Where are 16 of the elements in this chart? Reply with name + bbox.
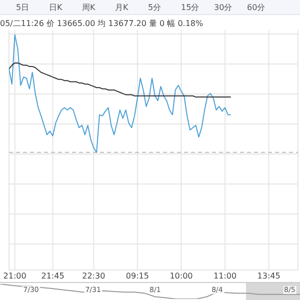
text: 周K [82, 2, 96, 13]
text: 15分 [181, 2, 200, 13]
text: 30分 [214, 2, 232, 13]
text: 5日 [16, 2, 30, 13]
x-tick-label: 22:30 [82, 272, 106, 281]
text: 月K [115, 2, 128, 13]
x-tick-label: 10:00 [170, 272, 193, 281]
x-tick-label: 13:45 [257, 272, 280, 281]
x-tick-label: 21:00 [3, 272, 26, 281]
text: 60分 [247, 2, 266, 13]
text: 05/二11:26 价 13665.00 均 13677.20 量 0 幅 0.18% [0, 18, 204, 29]
text: 日K [49, 2, 62, 13]
x-tick-label: 21:45 [41, 272, 64, 281]
text: 5分 [148, 2, 162, 13]
x-tick-label: 11:00 [213, 272, 237, 281]
x-tick-label: 09:15 [126, 272, 149, 281]
